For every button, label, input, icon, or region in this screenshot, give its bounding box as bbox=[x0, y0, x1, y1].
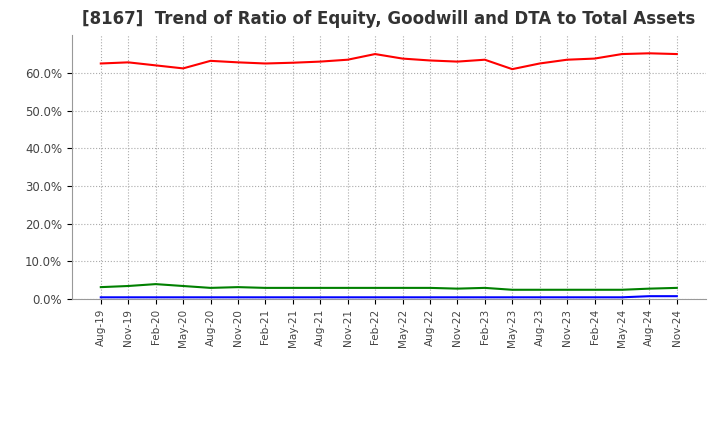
Goodwill bbox=[233, 295, 242, 300]
Equity bbox=[96, 61, 105, 66]
Goodwill bbox=[508, 295, 516, 300]
Equity bbox=[233, 60, 242, 65]
Equity bbox=[261, 61, 270, 66]
Line: Deferred Tax Assets: Deferred Tax Assets bbox=[101, 284, 677, 290]
Deferred Tax Assets bbox=[645, 286, 654, 291]
Deferred Tax Assets bbox=[179, 283, 187, 289]
Equity bbox=[590, 56, 599, 61]
Goodwill bbox=[124, 295, 132, 300]
Deferred Tax Assets bbox=[343, 285, 352, 290]
Equity bbox=[426, 58, 434, 63]
Goodwill bbox=[453, 295, 462, 300]
Deferred Tax Assets bbox=[398, 285, 407, 290]
Equity bbox=[480, 57, 489, 62]
Deferred Tax Assets bbox=[618, 287, 626, 293]
Deferred Tax Assets bbox=[96, 285, 105, 290]
Deferred Tax Assets bbox=[672, 285, 681, 290]
Equity bbox=[398, 56, 407, 61]
Deferred Tax Assets bbox=[371, 285, 379, 290]
Equity bbox=[536, 61, 544, 66]
Deferred Tax Assets bbox=[508, 287, 516, 293]
Goodwill bbox=[590, 295, 599, 300]
Goodwill bbox=[261, 295, 270, 300]
Deferred Tax Assets bbox=[289, 285, 297, 290]
Deferred Tax Assets bbox=[151, 282, 160, 287]
Equity bbox=[206, 58, 215, 63]
Deferred Tax Assets bbox=[426, 285, 434, 290]
Equity bbox=[151, 63, 160, 68]
Goodwill bbox=[316, 295, 325, 300]
Equity bbox=[672, 51, 681, 57]
Equity bbox=[343, 57, 352, 62]
Goodwill bbox=[289, 295, 297, 300]
Goodwill bbox=[151, 295, 160, 300]
Goodwill bbox=[398, 295, 407, 300]
Deferred Tax Assets bbox=[453, 286, 462, 291]
Goodwill bbox=[371, 295, 379, 300]
Equity bbox=[618, 51, 626, 57]
Goodwill bbox=[96, 295, 105, 300]
Deferred Tax Assets bbox=[261, 285, 270, 290]
Equity bbox=[563, 57, 572, 62]
Deferred Tax Assets bbox=[536, 287, 544, 293]
Goodwill bbox=[618, 295, 626, 300]
Deferred Tax Assets bbox=[480, 285, 489, 290]
Equity bbox=[289, 60, 297, 66]
Equity bbox=[124, 60, 132, 65]
Goodwill bbox=[672, 293, 681, 299]
Deferred Tax Assets bbox=[563, 287, 572, 293]
Goodwill bbox=[206, 295, 215, 300]
Goodwill bbox=[179, 295, 187, 300]
Deferred Tax Assets bbox=[590, 287, 599, 293]
Deferred Tax Assets bbox=[206, 285, 215, 290]
Title: [8167]  Trend of Ratio of Equity, Goodwill and DTA to Total Assets: [8167] Trend of Ratio of Equity, Goodwil… bbox=[82, 10, 696, 28]
Deferred Tax Assets bbox=[233, 285, 242, 290]
Goodwill bbox=[645, 293, 654, 299]
Equity bbox=[508, 66, 516, 72]
Deferred Tax Assets bbox=[316, 285, 325, 290]
Goodwill bbox=[426, 295, 434, 300]
Equity bbox=[179, 66, 187, 71]
Equity bbox=[453, 59, 462, 64]
Goodwill bbox=[343, 295, 352, 300]
Goodwill bbox=[480, 295, 489, 300]
Equity bbox=[645, 51, 654, 56]
Goodwill bbox=[563, 295, 572, 300]
Line: Goodwill: Goodwill bbox=[101, 296, 677, 297]
Deferred Tax Assets bbox=[124, 283, 132, 289]
Equity bbox=[371, 51, 379, 57]
Equity bbox=[316, 59, 325, 64]
Goodwill bbox=[536, 295, 544, 300]
Line: Equity: Equity bbox=[101, 53, 677, 69]
